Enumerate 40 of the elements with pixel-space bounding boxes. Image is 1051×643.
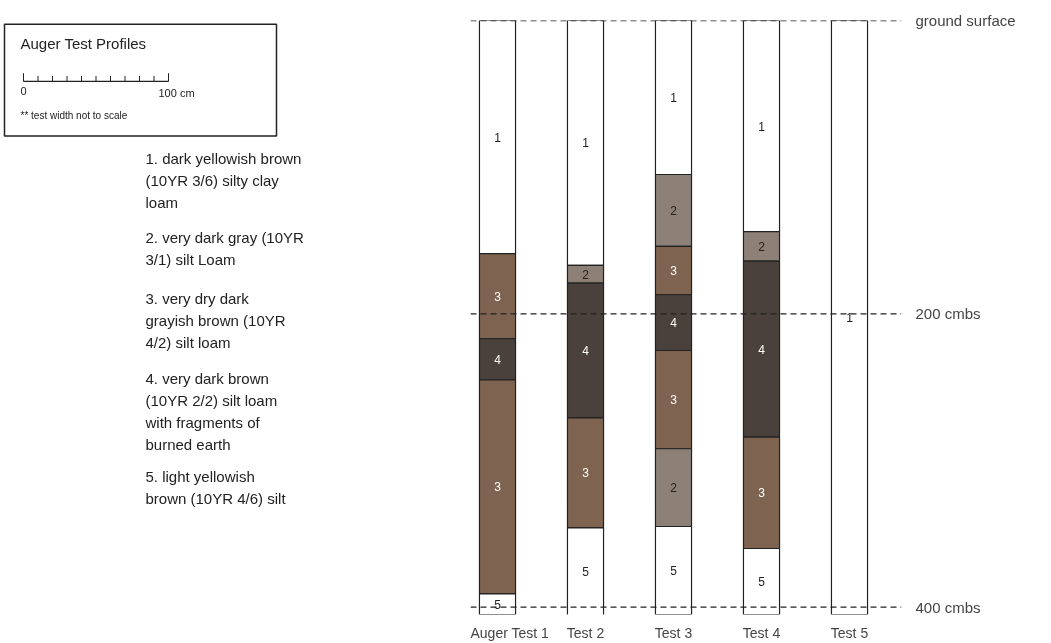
y-tick-label: 400 cmbs (915, 598, 981, 616)
annotation: 3 (494, 289, 502, 304)
annotation: 5 (494, 597, 502, 612)
text: Auger Test Profiles (20, 35, 147, 53)
annotation: 3 (670, 393, 678, 408)
annotation: 4 (494, 352, 502, 367)
text: 2. very dark gray (10YR 3/1) silt Loam (145, 229, 305, 269)
annotation: 2 (670, 481, 678, 496)
x-tick-label: Test 2 (566, 624, 605, 641)
y-tick-label: 200 cmbs (915, 305, 981, 323)
annotation: 5 (582, 565, 590, 580)
x-tick-label: Test 4 (742, 624, 781, 641)
annotation: 4 (758, 342, 766, 357)
annotation: 1 (494, 130, 502, 145)
annotation: 1 (758, 119, 766, 134)
annotation: 3 (494, 480, 502, 495)
annotation: 2 (670, 203, 678, 218)
x-tick-label: Test 5 (830, 624, 869, 641)
annotation: 1 (846, 311, 854, 325)
annotation: 4 (582, 344, 590, 358)
text: 1. dark yellowish brown (10YR 3/6) silty clay loam (145, 149, 302, 212)
x-tick-label: Auger Test 1 (470, 624, 550, 641)
annotation: 3 (582, 466, 590, 481)
x-tick-label: Test 3 (654, 624, 693, 641)
annotation: 2 (758, 239, 766, 254)
annotation: 2 (582, 267, 590, 282)
annotation: 5 (670, 564, 678, 578)
text: 0 (20, 85, 27, 98)
annotation: 3 (758, 486, 766, 501)
annotation: 5 (758, 575, 766, 589)
annotation: 3 (670, 264, 678, 279)
text: 4. very dark brown (10YR 2/2) silt loam with fragments of burned earth (144, 369, 278, 453)
text: 5. light yellowish brown (10YR 4/6) silt (145, 467, 287, 507)
text: 100 cm (158, 87, 195, 100)
annotation: 1 (670, 91, 678, 105)
text: ** test width not to scale (20, 110, 128, 122)
annotation: 1 (582, 136, 590, 151)
y-tick-label: ground surface (915, 12, 1016, 29)
text: 3. very dry dark grayish brown (10YR 4/2) silt loam (145, 290, 286, 352)
annotation: 4 (670, 316, 678, 331)
